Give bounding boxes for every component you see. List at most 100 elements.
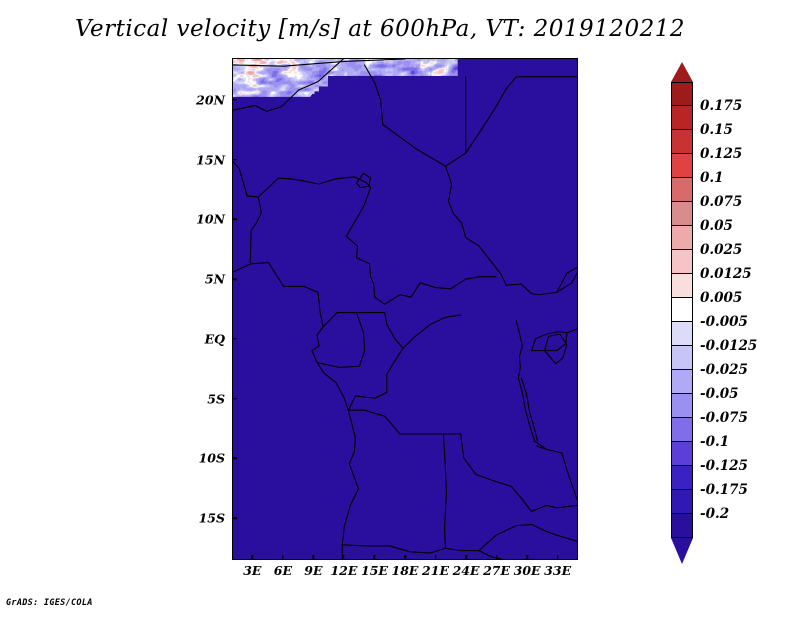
border-line	[365, 65, 572, 295]
colorbar-label: 0.15	[700, 122, 733, 138]
x-axis-label: 24E	[452, 563, 480, 578]
border-line	[518, 378, 534, 441]
vertical-velocity-field	[233, 59, 577, 559]
y-axis-tick	[232, 218, 237, 221]
border-line	[233, 263, 358, 559]
border-line	[443, 434, 446, 548]
x-axis-label: 21E	[422, 563, 449, 578]
colorbar-segment	[671, 130, 693, 154]
colorbar-segment	[671, 514, 693, 538]
colorbar-bottom-arrow	[671, 538, 693, 564]
colorbar-label: 0.125	[700, 146, 743, 162]
x-axis-tick	[556, 555, 559, 560]
y-axis-tick	[232, 517, 237, 519]
colorbar-segment	[671, 274, 693, 298]
x-axis-label: 6E	[273, 563, 292, 578]
border-line	[356, 173, 370, 187]
y-axis-tick	[232, 397, 237, 400]
colorbar-segment	[671, 154, 693, 178]
border-line	[317, 313, 365, 368]
y-axis-label: 5S	[207, 391, 225, 407]
colorbar-label: 0.0125	[700, 266, 752, 282]
x-axis-label: 27E	[483, 563, 511, 578]
y-axis-tick	[232, 457, 237, 460]
colorbar-label: 0.075	[700, 194, 743, 210]
y-axis-tick	[232, 278, 237, 280]
colorbar-label: -0.025	[700, 362, 748, 378]
border-line	[572, 273, 577, 283]
colorbar-label: -0.175	[700, 482, 748, 498]
x-axis-tick	[404, 555, 406, 560]
y-axis-tick	[232, 338, 237, 340]
colorbar-label: 0.175	[700, 98, 743, 114]
border-line	[403, 315, 461, 348]
y-axis-tick	[232, 99, 237, 101]
x-axis-tick	[434, 555, 437, 560]
y-axis-label: 5N	[204, 271, 225, 287]
x-axis-tick	[312, 555, 315, 560]
x-axis-tick	[343, 555, 345, 560]
colorbar-label: -0.075	[700, 410, 748, 426]
y-axis-label: 15N	[196, 152, 225, 168]
x-axis-label: 9E	[304, 563, 323, 578]
border-line	[567, 329, 577, 333]
y-axis-label: 10S	[198, 450, 225, 466]
border-line	[258, 177, 374, 297]
border-line	[445, 77, 577, 166]
colorbar-top-arrow	[671, 62, 693, 82]
colorbar-label: -0.2	[700, 506, 730, 522]
border-line	[233, 59, 343, 111]
x-axis-label: 15E	[361, 563, 388, 578]
border-line	[233, 161, 261, 262]
border-line	[516, 321, 522, 378]
border-line	[545, 334, 567, 364]
x-axis-tick	[526, 555, 528, 560]
colorbar-segment	[671, 346, 693, 370]
border-line	[557, 267, 577, 292]
x-axis-label: 18E	[391, 563, 419, 578]
x-axis-tick	[251, 555, 254, 560]
colorbar-segment	[671, 370, 693, 394]
colorbar-segment	[671, 394, 693, 418]
x-axis-label: 30E	[513, 563, 541, 578]
colorbar-label: 0.1	[700, 170, 724, 186]
border-line	[531, 332, 566, 351]
border-line	[342, 545, 501, 559]
colorbar-segment	[671, 106, 693, 130]
colorbar-label: 0.025	[700, 242, 743, 258]
colorbar-segment	[671, 418, 693, 442]
x-axis-label: 12E	[330, 563, 358, 578]
colorbar-segment	[671, 322, 693, 346]
border-line	[348, 410, 577, 511]
colorbar-label: 0.005	[700, 290, 743, 306]
x-axis-tick	[465, 555, 467, 560]
colorbar-segment	[671, 298, 693, 322]
colorbar-segment	[671, 178, 693, 202]
colorbar-label: -0.1	[700, 434, 730, 450]
border-line	[375, 277, 496, 304]
border-line	[479, 524, 577, 550]
border-line	[521, 378, 537, 441]
map-plot-area	[232, 58, 578, 560]
colorbar-segment	[671, 466, 693, 490]
y-axis-label: 15S	[198, 510, 225, 526]
colorbar-segment	[671, 202, 693, 226]
y-axis-label: EQ	[204, 331, 225, 347]
grads-credit: GrADS: IGES/COLA	[6, 598, 93, 608]
y-axis-label: 20N	[196, 92, 225, 108]
colorbar-label: 0.05	[700, 218, 733, 234]
x-axis-tick	[495, 555, 498, 560]
colorbar-label: -0.125	[700, 458, 748, 474]
page-title: Vertical velocity [m/s] at 600hPa, VT: 2…	[75, 16, 685, 42]
x-axis-tick	[282, 555, 284, 560]
colorbar-label: -0.05	[700, 386, 739, 402]
colorbar-segment	[671, 226, 693, 250]
country-borders-overlay	[233, 59, 577, 559]
x-axis-label: 33E	[544, 563, 572, 578]
y-axis-tick	[232, 158, 237, 161]
y-axis-label: 10N	[196, 211, 225, 227]
colorbar-segment	[671, 490, 693, 514]
x-axis-tick	[373, 555, 376, 560]
colorbar-label: -0.005	[700, 314, 748, 330]
colorbar-segment	[671, 82, 693, 106]
